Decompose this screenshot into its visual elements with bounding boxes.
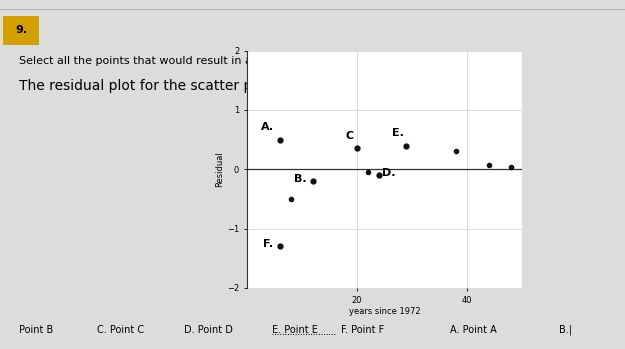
- Text: B.|: B.|: [559, 325, 572, 335]
- Text: E.: E.: [392, 128, 404, 138]
- Text: C: C: [346, 131, 354, 141]
- Text: Point B: Point B: [19, 325, 53, 335]
- FancyBboxPatch shape: [3, 16, 39, 45]
- Text: 9.: 9.: [15, 25, 28, 35]
- Text: The residual plot for the scatter plot is shown.: The residual plot for the scatter plot i…: [19, 79, 339, 92]
- Text: F. Point F: F. Point F: [341, 325, 384, 335]
- Text: F.: F.: [263, 239, 273, 250]
- Text: A. Point A: A. Point A: [450, 325, 497, 335]
- Text: D. Point D: D. Point D: [184, 325, 233, 335]
- Text: C. Point C: C. Point C: [97, 325, 144, 335]
- Text: B.: B.: [294, 174, 306, 184]
- Text: Select all the points that would result in a negative residual.: Select all the points that would result …: [19, 56, 356, 66]
- Text: A.: A.: [261, 122, 274, 132]
- Text: E. Point E: E. Point E: [272, 325, 318, 335]
- X-axis label: years since 1972: years since 1972: [349, 307, 420, 316]
- Text: D.: D.: [382, 168, 395, 178]
- Y-axis label: Residual: Residual: [215, 151, 224, 187]
